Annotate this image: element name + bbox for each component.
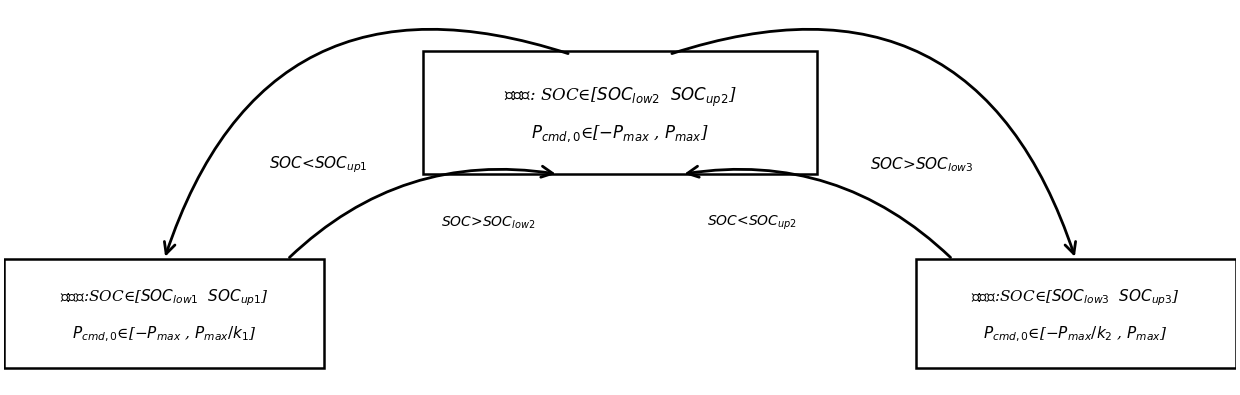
- Text: $SOC$>$SOC_{low2}$: $SOC$>$SOC_{low2}$: [441, 214, 536, 231]
- Text: 高区间:SOC∈[$SOC_{low3}$  $SOC_{up3}$]: 高区间:SOC∈[$SOC_{low3}$ $SOC_{up3}$]: [971, 288, 1180, 308]
- FancyBboxPatch shape: [4, 260, 325, 368]
- FancyBboxPatch shape: [915, 260, 1236, 368]
- Text: $SOC$>$SOC_{low3}$: $SOC$>$SOC_{low3}$: [870, 155, 973, 174]
- Text: $SOC$<$SOC_{up2}$: $SOC$<$SOC_{up2}$: [707, 213, 797, 232]
- FancyBboxPatch shape: [423, 51, 817, 174]
- Text: $SOC$<$SOC_{up1}$: $SOC$<$SOC_{up1}$: [269, 154, 367, 175]
- Text: 中区间: SOC∈[$SOC_{low2}$  $SOC_{up2}$]: 中区间: SOC∈[$SOC_{low2}$ $SOC_{up2}$]: [503, 85, 737, 109]
- Text: $P_{cmd,0}$∈[$-P_{max}$ , $P_{max}/k_1$]: $P_{cmd,0}$∈[$-P_{max}$ , $P_{max}/k_1$]: [72, 325, 257, 344]
- Text: 低区间:SOC∈[$SOC_{low1}$  $SOC_{up1}$]: 低区间:SOC∈[$SOC_{low1}$ $SOC_{up1}$]: [60, 288, 269, 308]
- Text: $P_{cmd,0}$∈[$-P_{max}$ , $P_{max}$]: $P_{cmd,0}$∈[$-P_{max}$ , $P_{max}$]: [531, 123, 709, 144]
- Text: $P_{cmd,0}$∈[$-P_{max}/k_2$ , $P_{max}$]: $P_{cmd,0}$∈[$-P_{max}/k_2$ , $P_{max}$]: [983, 325, 1168, 344]
